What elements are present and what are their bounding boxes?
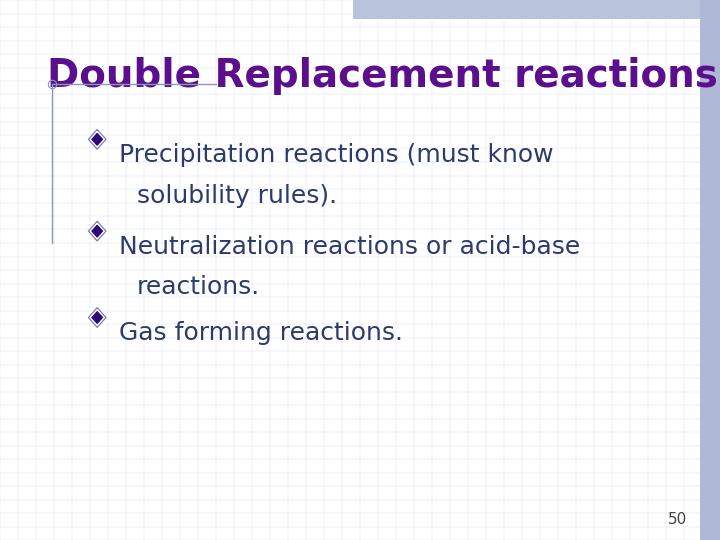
- Text: solubility rules).: solubility rules).: [137, 184, 337, 207]
- Polygon shape: [89, 221, 106, 241]
- Polygon shape: [89, 308, 106, 327]
- Polygon shape: [92, 225, 102, 237]
- Polygon shape: [90, 309, 104, 326]
- Bar: [353, 0, 706, 19]
- Text: Neutralization reactions or acid-base: Neutralization reactions or acid-base: [119, 235, 580, 259]
- Polygon shape: [90, 131, 104, 147]
- Polygon shape: [90, 223, 104, 239]
- Text: Gas forming reactions.: Gas forming reactions.: [119, 321, 402, 345]
- Text: Double Replacement reactions: Double Replacement reactions: [47, 57, 718, 94]
- Text: 50: 50: [668, 511, 688, 526]
- Text: reactions.: reactions.: [137, 275, 260, 299]
- Polygon shape: [92, 312, 102, 323]
- Polygon shape: [89, 130, 106, 149]
- Polygon shape: [92, 133, 102, 145]
- Text: Precipitation reactions (must know: Precipitation reactions (must know: [119, 143, 554, 167]
- Bar: [700, 0, 720, 540]
